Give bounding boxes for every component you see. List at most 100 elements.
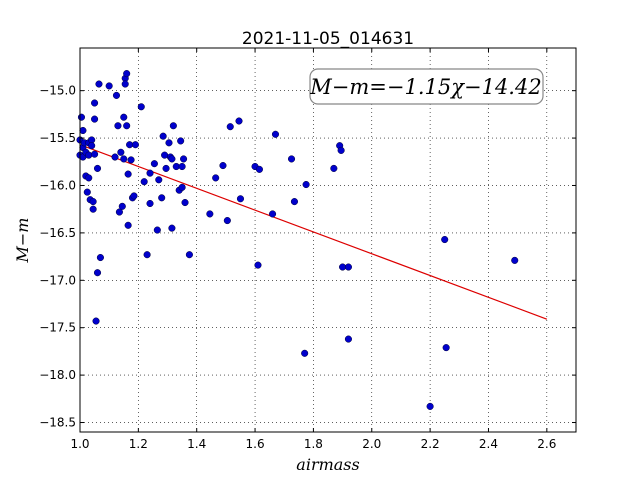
data-point [96, 253, 104, 262]
data-point [162, 164, 170, 172]
data-point [426, 402, 434, 410]
data-point [112, 91, 121, 99]
y-axis-label: M−m [13, 218, 32, 264]
data-point [124, 170, 132, 178]
data-point [159, 132, 167, 140]
data-point [92, 317, 100, 325]
data-point [123, 122, 131, 130]
fit-equation: M−m=−1.15χ−14.42 [309, 75, 541, 99]
data-point [150, 160, 158, 168]
fit-annotation-box [309, 68, 544, 105]
data-point [146, 199, 154, 208]
data-point [120, 155, 128, 163]
data-point [441, 235, 449, 244]
data-point [337, 146, 345, 154]
data-point [121, 80, 129, 88]
data-point [153, 226, 161, 234]
y-tick-label: −17.0 [39, 273, 76, 287]
data-point [91, 115, 99, 123]
fit-line-group [79, 144, 548, 320]
axis-ticks: 1.0 1.2 1.4 1.6 1.8 2.0 2.2 2.4 2.6 −15.0 −15.5 −16… [39, 48, 576, 451]
data-point [130, 192, 138, 200]
data-point [206, 210, 214, 218]
data-point [89, 198, 97, 206]
data-point [124, 221, 132, 229]
x-tick-label: 1.4 [187, 437, 206, 451]
plot-frame [79, 47, 577, 433]
data-point [85, 174, 93, 182]
data-point [302, 180, 310, 189]
data-point [301, 349, 309, 357]
data-point [111, 153, 119, 161]
data-point [235, 117, 243, 125]
data-point [344, 263, 352, 271]
data-point [177, 137, 185, 145]
data-point [89, 205, 97, 213]
y-tick-label: −17.5 [39, 321, 76, 335]
data-point [178, 162, 186, 171]
data-point [95, 80, 103, 88]
data-point [123, 70, 131, 78]
x-tick-label: 2.6 [537, 437, 556, 451]
data-point [140, 178, 148, 186]
y-tick-label: −16.0 [39, 178, 76, 192]
data-point [212, 174, 220, 182]
data-point [180, 155, 188, 163]
data-point [93, 164, 102, 172]
x-tick-label: 1.2 [129, 437, 148, 451]
data-point [158, 194, 166, 202]
x-tick-label: 2.2 [421, 437, 440, 451]
data-point [91, 99, 99, 107]
data-point [287, 155, 296, 163]
data-point [137, 103, 145, 111]
data-point [236, 195, 245, 203]
data-point [105, 82, 113, 90]
x-tick-label: 1.6 [246, 437, 265, 451]
data-point [169, 122, 177, 130]
data-point [131, 141, 139, 149]
y-tick-label: −15.0 [39, 84, 76, 98]
data-point [168, 224, 176, 232]
data-point [91, 150, 99, 158]
x-tick-label: 2.0 [362, 437, 381, 451]
x-tick-label: 1.8 [304, 437, 323, 451]
data-point [146, 169, 154, 177]
data-point [442, 344, 450, 352]
data-point [178, 183, 186, 191]
data-point [255, 165, 263, 173]
data-point [254, 261, 262, 269]
data-point [143, 251, 151, 259]
data-point [155, 176, 163, 184]
y-tick-label: −15.5 [39, 131, 76, 145]
data-point [185, 251, 193, 259]
data-point [88, 142, 96, 150]
data-point [344, 335, 352, 343]
data-point [118, 202, 126, 210]
data-point [79, 126, 87, 135]
data-point [290, 198, 298, 206]
grid [80, 48, 576, 432]
data-point [120, 113, 128, 121]
data-point [114, 122, 122, 130]
data-point [269, 210, 277, 218]
data-point [85, 151, 93, 159]
data-point [181, 198, 189, 207]
data-point [93, 269, 102, 277]
x-axis-label: airmass [296, 455, 359, 474]
data-point [511, 256, 519, 264]
fit-line [79, 144, 548, 320]
data-point [168, 155, 176, 163]
data-point [83, 188, 91, 196]
data-points [76, 70, 519, 410]
x-tick-label: 2.4 [479, 437, 498, 451]
data-point [271, 130, 280, 138]
data-point [115, 208, 123, 216]
data-point [226, 123, 234, 131]
y-tick-label: −16.5 [39, 226, 76, 240]
data-point [219, 162, 227, 170]
fit-annotation: M−m=−1.15χ−14.42 [309, 68, 544, 105]
data-point [223, 217, 231, 225]
data-point [117, 148, 125, 156]
chart-title: 2021-11-05_014631 [242, 29, 414, 49]
